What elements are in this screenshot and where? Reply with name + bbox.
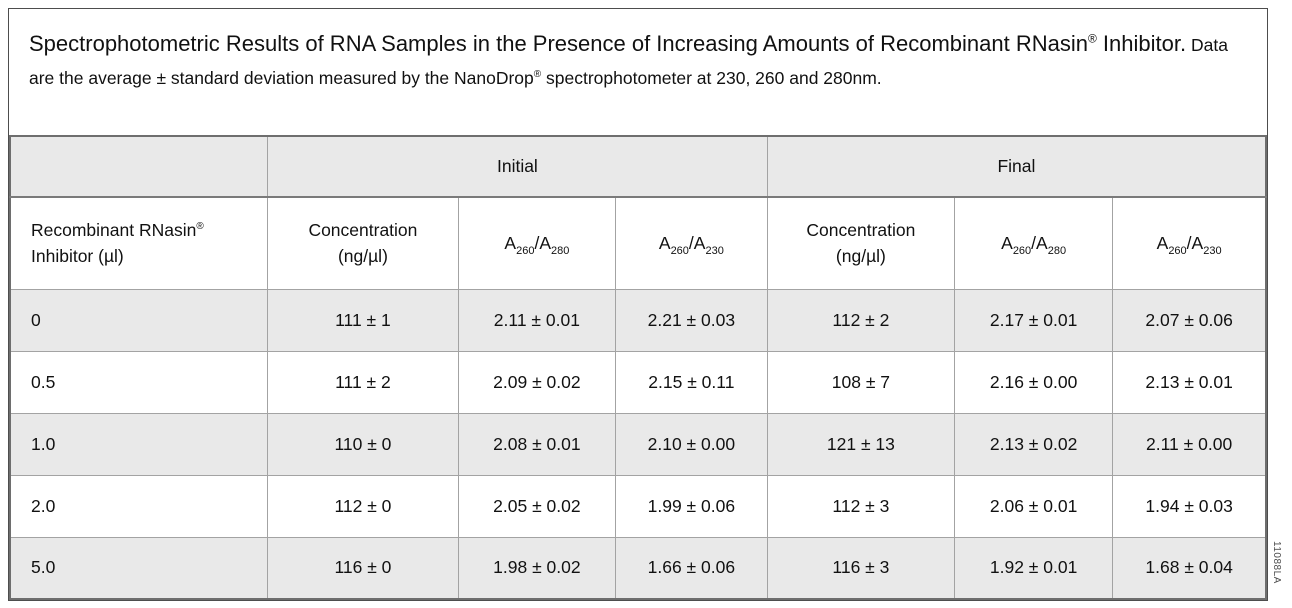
- registered-mark: ®: [533, 69, 542, 81]
- cell-initial-a260-a230: 1.66 ± 0.06: [614, 536, 768, 600]
- cell-final-concentration: 112 ± 2: [766, 288, 955, 352]
- cell-initial-concentration: 110 ± 0: [266, 412, 459, 476]
- table-row: 0.5 111 ± 2 2.09 ± 0.02 2.15 ± 0.11 108 …: [9, 350, 1267, 414]
- corner-cell: [9, 135, 268, 198]
- cell-final-concentration: 116 ± 3: [766, 536, 955, 600]
- cell-final-a260-a280: 2.16 ± 0.00: [953, 350, 1114, 414]
- col-header-initial-a260-a230: A260/A230: [614, 196, 768, 290]
- group-header-row: Initial Final: [9, 135, 1267, 198]
- table-row: 5.0 116 ± 0 1.98 ± 0.02 1.66 ± 0.06 116 …: [9, 536, 1267, 600]
- cell-inhibitor: 5.0: [9, 536, 268, 600]
- cell-inhibitor: 1.0: [9, 412, 268, 476]
- registered-mark: ®: [1087, 31, 1097, 46]
- registered-mark: ®: [196, 221, 204, 233]
- cell-final-a260-a280: 2.17 ± 0.01: [953, 288, 1114, 352]
- cell-inhibitor: 0: [9, 288, 268, 352]
- table-row: 0 111 ± 1 2.11 ± 0.01 2.21 ± 0.03 112 ± …: [9, 288, 1267, 352]
- cell-final-a260-a230: 1.68 ± 0.04: [1112, 536, 1267, 600]
- cell-final-a260-a230: 2.13 ± 0.01: [1112, 350, 1267, 414]
- group-header-initial: Initial: [266, 135, 768, 198]
- cell-final-a260-a230: 2.11 ± 0.00: [1112, 412, 1267, 476]
- cell-inhibitor: 2.0: [9, 474, 268, 538]
- cell-initial-concentration: 116 ± 0: [266, 536, 459, 600]
- col-header-final-a260-a280: A260/A280: [953, 196, 1114, 290]
- cell-final-concentration: 121 ± 13: [766, 412, 955, 476]
- cell-initial-a260-a230: 2.10 ± 0.00: [614, 412, 768, 476]
- figure-panel: Spectrophotometric Results of RNA Sample…: [8, 8, 1268, 601]
- cell-inhibitor: 0.5: [9, 350, 268, 414]
- cell-initial-a260-a280: 2.11 ± 0.01: [457, 288, 616, 352]
- title-main-text: Spectrophotometric Results of RNA Sample…: [29, 31, 1187, 56]
- cell-final-a260-a280: 1.92 ± 0.01: [953, 536, 1114, 600]
- table-row: 2.0 112 ± 0 2.05 ± 0.02 1.99 ± 0.06 112 …: [9, 474, 1267, 538]
- cell-initial-a260-a280: 2.08 ± 0.01: [457, 412, 616, 476]
- column-header-row: Recombinant RNasin® Inhibitor (µl) Conce…: [9, 196, 1267, 290]
- results-table: Initial Final Recombinant RNasin® Inhibi…: [9, 135, 1267, 600]
- cell-final-a260-a230: 1.94 ± 0.03: [1112, 474, 1267, 538]
- cell-initial-concentration: 111 ± 1: [266, 288, 459, 352]
- col-header-final-concentration: Concentration (ng/µl): [766, 196, 955, 290]
- table-title: Spectrophotometric Results of RNA Sample…: [9, 9, 1267, 135]
- col-header-initial-a260-a280: A260/A280: [457, 196, 616, 290]
- cell-final-a260-a230: 2.07 ± 0.06: [1112, 288, 1267, 352]
- table-row: 1.0 110 ± 0 2.08 ± 0.01 2.10 ± 0.00 121 …: [9, 412, 1267, 476]
- col-header-initial-concentration: Concentration (ng/µl): [266, 196, 459, 290]
- cell-initial-a260-a230: 1.99 ± 0.06: [614, 474, 768, 538]
- cell-initial-a260-a230: 2.21 ± 0.03: [614, 288, 768, 352]
- group-header-final: Final: [766, 135, 1267, 198]
- cell-final-a260-a280: 2.06 ± 0.01: [953, 474, 1114, 538]
- col-header-inhibitor: Recombinant RNasin® Inhibitor (µl): [9, 196, 268, 290]
- cell-final-a260-a280: 2.13 ± 0.02: [953, 412, 1114, 476]
- cell-final-concentration: 108 ± 7: [766, 350, 955, 414]
- cell-initial-concentration: 111 ± 2: [266, 350, 459, 414]
- cell-initial-a260-a280: 2.09 ± 0.02: [457, 350, 616, 414]
- cell-initial-a260-a280: 1.98 ± 0.02: [457, 536, 616, 600]
- cell-initial-a260-a280: 2.05 ± 0.02: [457, 474, 616, 538]
- cell-initial-concentration: 112 ± 0: [266, 474, 459, 538]
- cell-initial-a260-a230: 2.15 ± 0.11: [614, 350, 768, 414]
- cell-final-concentration: 112 ± 3: [766, 474, 955, 538]
- title-caption-text: Data are the average ± standard deviatio…: [29, 35, 1228, 88]
- figure-code-label: 11088LA: [1271, 541, 1282, 584]
- col-header-final-a260-a230: A260/A230: [1112, 196, 1267, 290]
